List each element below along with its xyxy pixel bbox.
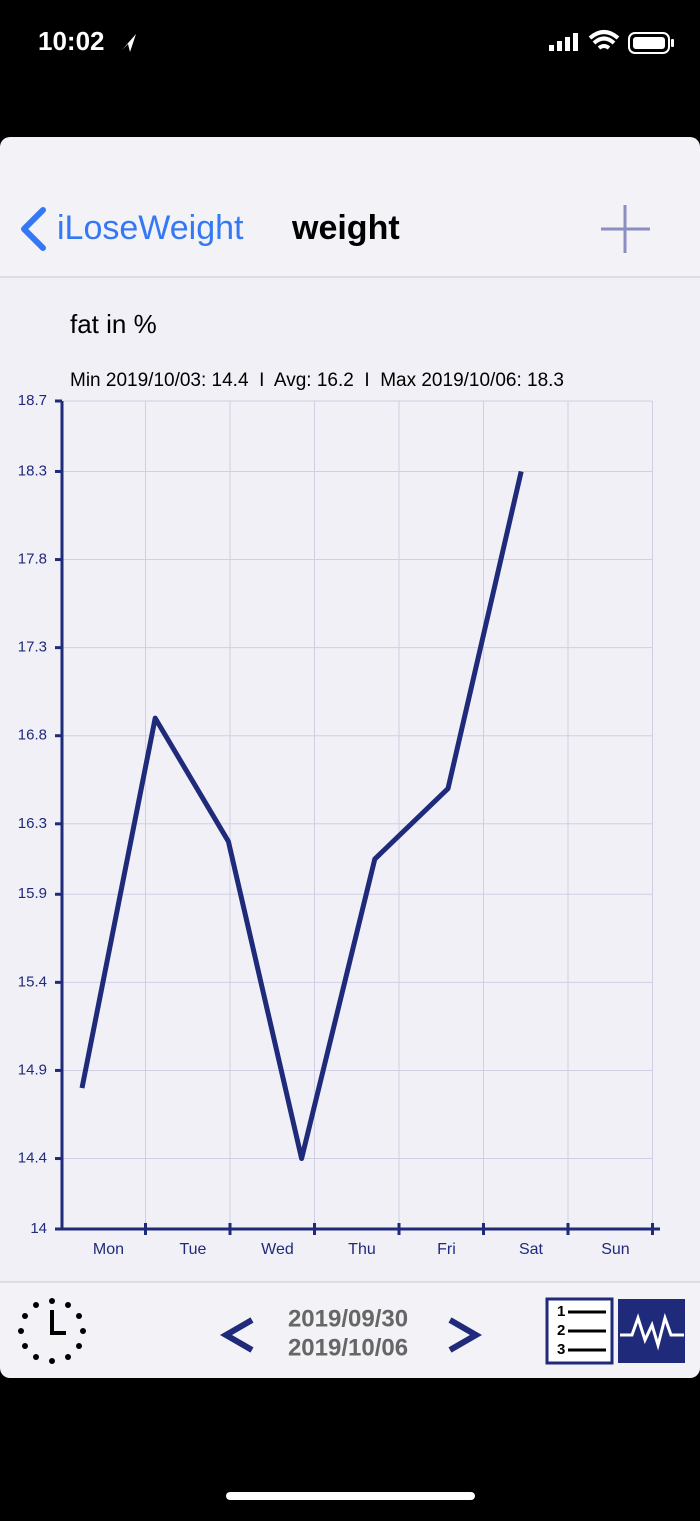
plot: 14 14.4 14.9 15.4 15.9 16.3 16.8 17.3 17.8 18.3 18…: [18, 392, 660, 1258]
y-tick-label: 14.4: [18, 1150, 47, 1167]
y-tick-label: 14: [30, 1220, 47, 1237]
svg-text:1: 1: [557, 1303, 565, 1320]
y-tick-label: 15.4: [18, 973, 47, 990]
y-tick-label: 17.8: [18, 551, 47, 568]
y-tick-label: 18.3: [18, 462, 47, 479]
add-button[interactable]: [601, 205, 650, 253]
list-button[interactable]: 1 2 3: [545, 1297, 614, 1365]
signal-icon: [549, 33, 578, 51]
x-tick-label: Sat: [519, 1241, 544, 1258]
graph-button[interactable]: [618, 1299, 685, 1363]
location-icon: [122, 34, 136, 52]
x-tick-label: Wed: [261, 1241, 294, 1258]
home-indicator: [226, 1492, 475, 1500]
status-time: 10:02: [38, 26, 105, 56]
data-line: [79, 470, 524, 1162]
y-tick-label: 14.9: [18, 1061, 47, 1078]
date-start: 2019/09/30: [288, 1305, 408, 1332]
previous-button[interactable]: [219, 1317, 254, 1353]
date-end: 2019/10/06: [288, 1334, 408, 1361]
svg-text:2: 2: [557, 1322, 565, 1339]
chart-title: fat in %: [70, 309, 157, 339]
y-tick-label: 15.9: [18, 885, 47, 902]
x-tick-label: Tue: [179, 1241, 206, 1258]
back-chevron[interactable]: [21, 207, 46, 251]
clock-button[interactable]: [18, 1298, 86, 1364]
back-button[interactable]: iLoseWeight: [57, 209, 244, 247]
x-tick-label: Sun: [601, 1241, 629, 1258]
chart-subtitle: Min 2019/10/03: 14.4 I Avg: 16.2 I Max 2…: [70, 370, 564, 391]
battery-icon: [628, 32, 674, 54]
nav-title: weight: [291, 209, 400, 247]
y-tick-label: 18.7: [18, 392, 47, 409]
svg-text:3: 3: [557, 1341, 565, 1358]
chart-area: [0, 278, 700, 1282]
next-button[interactable]: [448, 1317, 483, 1353]
y-tick-label: 17.3: [18, 639, 47, 656]
x-tick-label: Mon: [93, 1241, 124, 1258]
y-tick-label: 16.3: [18, 815, 47, 832]
x-tick-label: Thu: [348, 1241, 376, 1258]
x-tick-label: Fri: [437, 1241, 456, 1258]
wifi-icon: [588, 30, 620, 50]
y-tick-label: 16.8: [18, 727, 47, 744]
